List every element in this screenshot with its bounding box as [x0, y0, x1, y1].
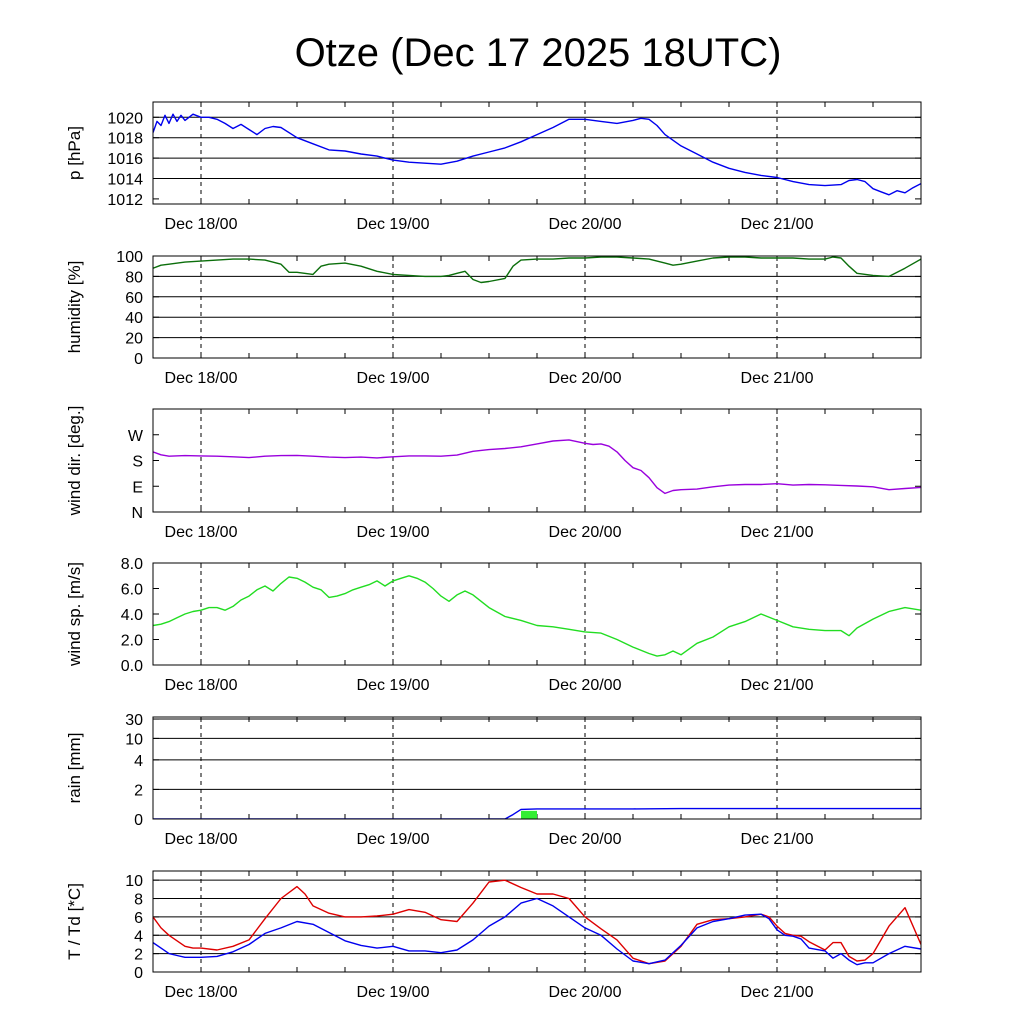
y-tick-label: 80 [125, 269, 143, 286]
x-tick-label: Dec 18/00 [165, 984, 238, 1001]
x-tick-label: Dec 21/00 [741, 370, 814, 387]
panel-frame [152, 562, 922, 666]
y-tick-label: 2.0 [121, 633, 143, 650]
plot-area [153, 879, 921, 966]
y-tick-label: 10 [125, 873, 143, 890]
y-tick-label: 100 [116, 249, 143, 266]
x-tick-label: Dec 19/00 [357, 831, 430, 848]
y-tick-label: 30 [125, 712, 143, 729]
panel-wind_speed: Dec 18/00 Dec 19/00 Dec 20/00 Dec 21/00 0.0 2… [65, 556, 922, 694]
y-tick-label: W [128, 428, 144, 445]
y-tick-label: 40 [125, 310, 143, 327]
plot-area [153, 439, 921, 495]
x-tick-label: Dec 19/00 [357, 984, 430, 1001]
panel-frame [152, 870, 922, 973]
y-axis-label: p [hPa] [65, 126, 84, 180]
y-tick-label: 0 [134, 812, 143, 829]
x-tick-label: Dec 21/00 [741, 984, 814, 1001]
x-tick-label: Dec 18/00 [165, 524, 238, 541]
panel-temperature: Dec 18/00 Dec 19/00 Dec 20/00 Dec 21/00 02 46… [65, 870, 922, 1001]
y-tick-label: 2 [134, 947, 143, 964]
y-tick-label: 1020 [107, 110, 143, 127]
y-tick-label: 0 [134, 351, 143, 368]
x-tick-label: Dec 20/00 [549, 524, 622, 541]
y-tick-label: 1016 [107, 151, 143, 168]
x-tick-label: Dec 18/00 [165, 677, 238, 694]
chart-panels: Dec 18/00 Dec 19/00 Dec 20/00 Dec 21/00 1012… [65, 101, 922, 1001]
y-tick-label: S [132, 454, 143, 471]
series-line-wind_speed [153, 575, 921, 657]
y-tick-label: 2 [134, 782, 143, 799]
panel-frame [152, 101, 922, 205]
x-tick-label: Dec 20/00 [549, 984, 622, 1001]
x-tick-label: Dec 21/00 [741, 524, 814, 541]
y-tick-label: 8.0 [121, 556, 143, 573]
x-tick-label: Dec 19/00 [357, 524, 430, 541]
y-tick-label: 60 [125, 290, 143, 307]
x-tick-label: Dec 21/00 [741, 677, 814, 694]
x-tick-label: Dec 20/00 [549, 216, 622, 233]
x-tick-label: Dec 18/00 [165, 831, 238, 848]
rain-bar [521, 810, 537, 819]
y-axis-label: T / Td [*C] [65, 883, 84, 960]
series-line-wind_direction [153, 439, 921, 495]
y-tick-label: 1018 [107, 131, 143, 148]
y-tick-label: 1014 [107, 172, 143, 189]
plot-area [153, 256, 921, 284]
series-line-temperature [153, 897, 921, 966]
panel-pressure: Dec 18/00 Dec 19/00 Dec 20/00 Dec 21/00 1012… [65, 101, 922, 233]
plot-area [153, 575, 921, 657]
x-tick-label: Dec 19/00 [357, 370, 430, 387]
series-line-humidity [153, 256, 921, 284]
y-tick-label: 6.0 [121, 582, 143, 599]
y-tick-label: 0 [134, 965, 143, 982]
x-tick-label: Dec 19/00 [357, 677, 430, 694]
panel-frame [152, 716, 922, 820]
panel-wind_direction: Dec 18/00 Dec 19/00 Dec 20/00 Dec 21/00 NESW… [65, 406, 922, 541]
series-line-pressure [153, 113, 921, 196]
series-line-temperature [153, 879, 921, 965]
plot-area [153, 807, 921, 819]
series-line-rain [153, 807, 921, 819]
y-axis-label: rain [mm] [65, 733, 84, 804]
y-tick-label: 6 [134, 910, 143, 927]
x-tick-label: Dec 19/00 [357, 216, 430, 233]
y-axis-label: wind dir. [deg.] [65, 406, 84, 517]
y-tick-label: 4 [134, 928, 143, 945]
y-axis-label: wind sp. [m/s] [65, 562, 84, 667]
y-tick-label: 20 [125, 331, 143, 348]
y-tick-label: 4 [134, 753, 143, 770]
x-tick-label: Dec 21/00 [741, 831, 814, 848]
chart-title: Otze (Dec 17 2025 18UTC) [295, 31, 782, 75]
panel-rain: Dec 18/00 Dec 19/00 Dec 20/00 Dec 21/00 0 2 4 1… [65, 712, 922, 848]
y-tick-label: E [132, 479, 143, 496]
plot-area [153, 113, 921, 196]
panel-humidity: Dec 18/00 Dec 19/00 Dec 20/00 Dec 21/00 0 20 4… [65, 249, 922, 387]
x-tick-label: Dec 20/00 [549, 677, 622, 694]
y-tick-label: 1012 [107, 192, 143, 209]
x-tick-label: Dec 20/00 [549, 370, 622, 387]
panel-frame [152, 255, 922, 359]
panel-frame [152, 408, 922, 513]
y-tick-label: 0.0 [121, 658, 143, 675]
y-tick-label: 4.0 [121, 607, 143, 624]
y-tick-label: N [131, 505, 143, 522]
y-axis-label: humidity [%] [65, 261, 84, 354]
y-tick-label: 10 [125, 731, 143, 748]
y-tick-label: 8 [134, 892, 143, 909]
x-tick-label: Dec 20/00 [549, 831, 622, 848]
x-tick-label: Dec 18/00 [165, 216, 238, 233]
x-tick-label: Dec 18/00 [165, 370, 238, 387]
x-tick-label: Dec 21/00 [741, 216, 814, 233]
